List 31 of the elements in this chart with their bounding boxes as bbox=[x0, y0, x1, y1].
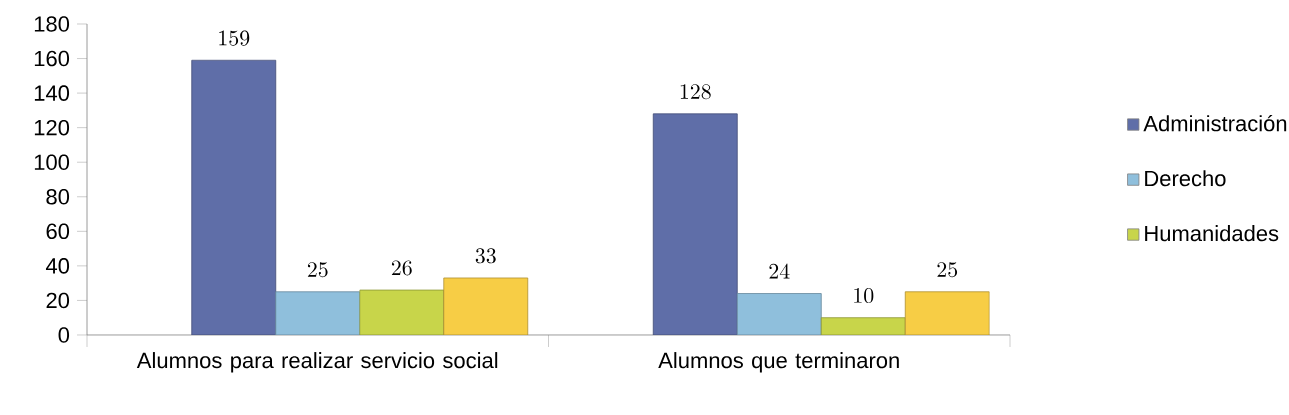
y-tick-label: 100 bbox=[34, 154, 70, 170]
legend-label: Humanidades bbox=[1145, 225, 1279, 242]
y-tick-label: 80 bbox=[46, 189, 70, 205]
bar bbox=[736, 293, 822, 335]
data-label: 128 bbox=[680, 84, 711, 100]
x-tick-label: Alumnos que terminaron bbox=[658, 352, 899, 373]
bar bbox=[904, 291, 990, 335]
y-tick-label: 20 bbox=[46, 292, 70, 309]
y-tick-label: 140 bbox=[34, 85, 70, 101]
legend-label: Administración bbox=[1143, 114, 1287, 132]
data-label: 10 bbox=[854, 288, 874, 304]
data-label: 25 bbox=[307, 262, 328, 278]
bar bbox=[191, 59, 277, 335]
y-tick-label: 0 bbox=[58, 327, 70, 343]
y-tick-label: 40 bbox=[45, 258, 70, 274]
y-tick-label: 120 bbox=[34, 119, 70, 136]
bar bbox=[652, 113, 738, 335]
data-label: 33 bbox=[475, 248, 496, 264]
y-tick-label: 60 bbox=[46, 223, 70, 240]
bar bbox=[443, 277, 529, 335]
bar bbox=[820, 317, 906, 335]
data-label: 26 bbox=[391, 260, 412, 276]
legend-label: Derecho bbox=[1145, 170, 1226, 187]
data-label: 25 bbox=[937, 262, 958, 278]
data-label: 159 bbox=[219, 30, 250, 46]
bar bbox=[275, 291, 361, 335]
data-label: 24 bbox=[769, 263, 790, 279]
bar bbox=[359, 289, 445, 335]
y-tick-label: 180 bbox=[34, 16, 70, 32]
x-tick-label: Alumnos para realizar servicio social bbox=[136, 352, 498, 373]
y-tick-label: 160 bbox=[34, 50, 70, 67]
